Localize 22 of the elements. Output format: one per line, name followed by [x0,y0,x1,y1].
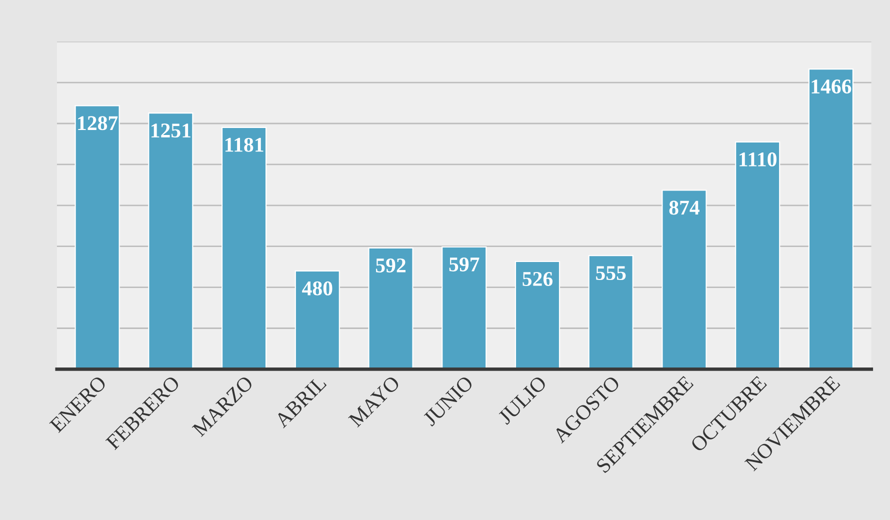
data-label: 1466 [812,80,852,94]
data-label: 597 [449,257,480,272]
data-label: 480 [302,281,332,296]
bar [808,68,854,370]
data-label: 1110 [740,152,776,166]
bar [221,126,267,370]
data-label: 592 [376,258,406,272]
data-label: 1251 [152,124,190,138]
bar [735,141,780,370]
bar [74,105,120,370]
data-label: 1181 [225,138,264,152]
data-label: 874 [669,200,700,215]
bar [662,190,707,370]
bar [514,260,560,370]
data-label: 555 [596,266,626,280]
bar [148,112,194,370]
bar [442,246,487,370]
bar [294,270,340,370]
data-label: 1287 [78,116,118,130]
bar [368,247,414,370]
bar [588,255,634,370]
data-label: 526 [522,272,553,286]
